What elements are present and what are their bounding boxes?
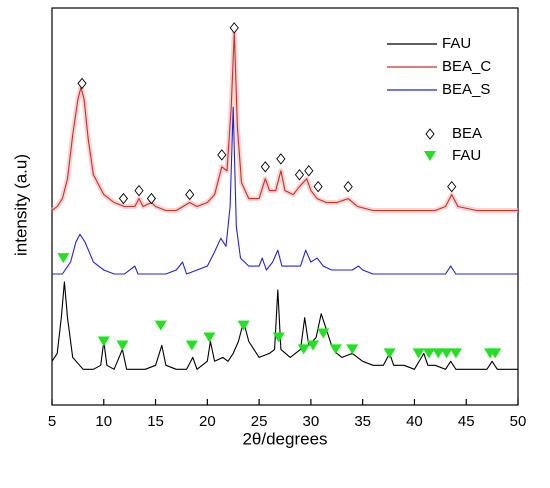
plot-frame xyxy=(51,7,519,406)
triangle-marker xyxy=(412,348,425,359)
diamond-marker xyxy=(146,192,156,205)
triangle-marker xyxy=(306,340,319,351)
diamond-marker xyxy=(229,22,239,34)
x-tick-label: 15 xyxy=(147,413,164,430)
triangle-marker xyxy=(237,320,250,331)
x-tick-label: 30 xyxy=(303,413,320,430)
triangle-marker xyxy=(297,344,310,355)
diamond-marker xyxy=(217,149,227,161)
legend-label: FAU xyxy=(452,147,481,164)
triangle-marker xyxy=(489,348,502,359)
x-tick-label: 20 xyxy=(199,413,216,430)
triangle-marker xyxy=(272,332,285,343)
x-axis-title: 2θ/degrees xyxy=(242,429,327,448)
x-tick-label: 25 xyxy=(251,413,268,430)
legend-triangle xyxy=(424,151,436,161)
legend-diamond xyxy=(425,128,435,140)
diamond-marker xyxy=(304,165,314,177)
x-tick-label: 10 xyxy=(95,413,112,430)
legend-label: FAU xyxy=(442,35,471,52)
x-tick-label: 35 xyxy=(354,413,371,430)
diamond-marker xyxy=(260,161,270,173)
diamond-marker xyxy=(77,77,87,90)
triangle-marker xyxy=(422,348,435,359)
series-line xyxy=(51,281,518,370)
diamond-marker xyxy=(134,184,144,197)
triangle-marker xyxy=(185,340,198,351)
x-tick-label: 40 xyxy=(406,413,423,430)
triangle-marker xyxy=(203,332,216,343)
x-tick-label: 5 xyxy=(48,413,56,430)
legend-label: BEA xyxy=(452,125,482,142)
triangle-marker xyxy=(432,348,445,359)
y-axis-title: intensity (a.u) xyxy=(11,154,30,256)
series-line xyxy=(52,106,518,275)
legend-label: BEA_C xyxy=(442,58,491,75)
triangle-marker xyxy=(440,348,453,359)
x-tick-label: 50 xyxy=(510,413,527,430)
series-line xyxy=(51,31,518,212)
triangle-marker xyxy=(57,253,70,264)
triangle-marker xyxy=(383,348,396,359)
x-tick-label: 45 xyxy=(458,413,475,430)
diamond-marker xyxy=(294,169,305,181)
triangle-marker xyxy=(97,336,110,347)
triangle-marker xyxy=(346,344,359,355)
triangle-marker xyxy=(116,340,129,351)
legend-label: BEA_S xyxy=(442,81,490,98)
diamond-marker xyxy=(276,153,286,165)
triangle-marker xyxy=(449,348,462,359)
triangle-marker xyxy=(329,344,342,355)
diamond-marker xyxy=(447,180,457,193)
diamond-marker xyxy=(118,192,129,205)
diamond-marker xyxy=(185,188,195,201)
diamond-marker xyxy=(313,180,323,193)
diamond-marker xyxy=(343,180,353,193)
triangle-marker xyxy=(317,328,330,339)
triangle-marker xyxy=(154,320,167,331)
